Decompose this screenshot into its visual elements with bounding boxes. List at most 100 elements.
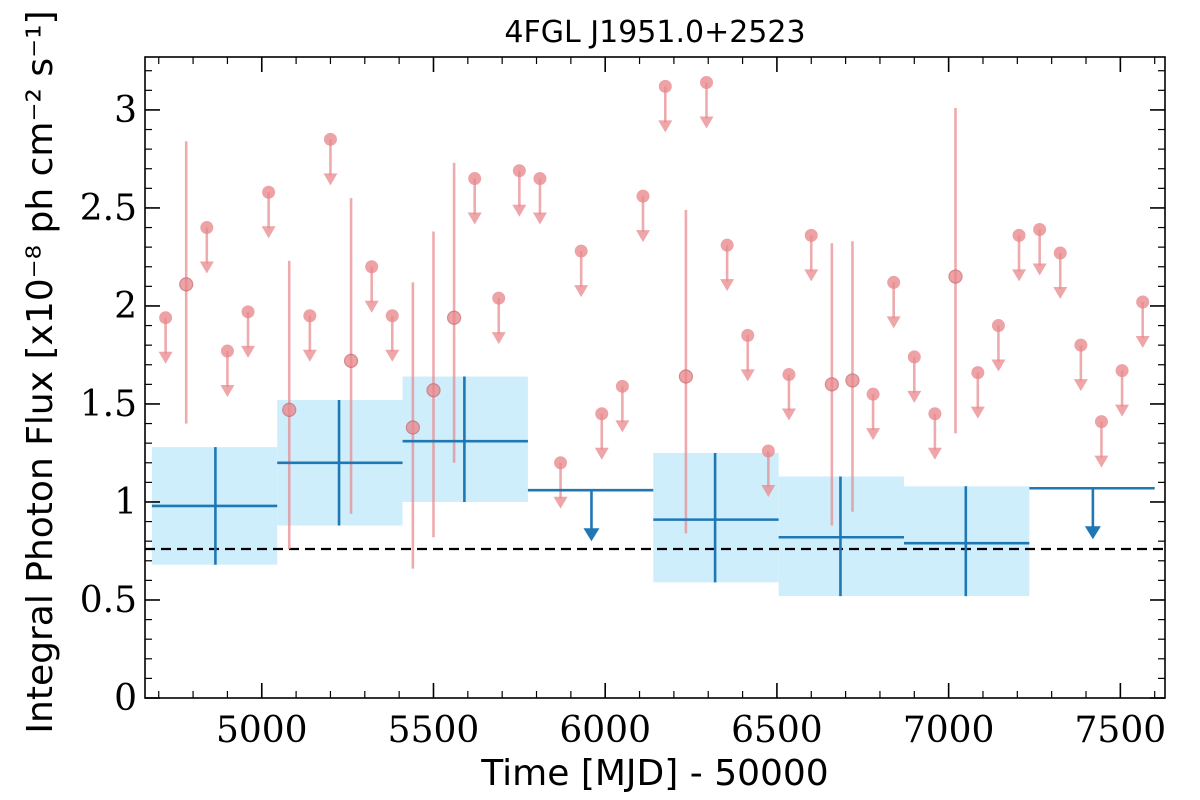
short-bin-arrowhead: [907, 390, 922, 403]
short-bin-point: [179, 277, 194, 292]
short-bin-arrowhead: [699, 116, 714, 129]
short-bin-point: [907, 350, 921, 364]
short-bin-arrowhead: [220, 385, 235, 398]
short-bin-arrowhead: [761, 485, 776, 498]
x-tick-label: 6000: [559, 710, 651, 751]
short-bin-point: [845, 373, 860, 388]
short-bin-point: [385, 309, 399, 323]
short-bin-point: [700, 75, 714, 89]
short-bin-arrowhead: [491, 332, 506, 345]
y-tick-label: 0.5: [80, 580, 137, 621]
short-bin-point: [991, 319, 1005, 333]
short-bin-point: [492, 291, 506, 305]
short-bin-arrowhead: [532, 212, 547, 225]
short-bin-point: [761, 444, 775, 458]
short-bin-point: [426, 383, 441, 398]
short-bin-point: [636, 189, 650, 203]
y-tick-label: 1.5: [80, 384, 137, 425]
short-bin-point: [365, 260, 379, 274]
short-bin-arrowhead: [261, 226, 276, 239]
short-bin-point: [241, 305, 255, 319]
short-bin-arrowhead: [199, 261, 214, 274]
short-bin-points: [158, 75, 1150, 569]
x-tick-label: 5000: [216, 710, 308, 751]
short-bin-point: [741, 328, 755, 342]
short-bin-point: [468, 172, 482, 186]
x-tick-label: 7500: [1075, 710, 1167, 751]
short-bin-point: [615, 379, 629, 393]
short-bin-point: [678, 369, 694, 384]
short-bin-point: [1136, 295, 1150, 309]
short-bin-point: [971, 366, 985, 380]
short-bin-point: [200, 221, 214, 235]
x-tick-label: 5500: [388, 710, 480, 751]
short-bin-point: [928, 407, 942, 421]
short-bin-point: [1074, 338, 1088, 352]
short-bin-arrowhead: [720, 279, 735, 292]
short-bin-point: [1094, 415, 1108, 429]
long-bin-arrowhead: [1084, 526, 1101, 540]
x-tick-label: 6500: [731, 710, 823, 751]
short-bin-point: [1033, 223, 1047, 237]
short-bin-arrowhead: [1115, 404, 1130, 417]
short-bin-point: [720, 238, 734, 252]
short-bin-arrowhead: [553, 496, 568, 509]
y-tick-label: 1: [114, 482, 137, 523]
short-bin-point: [948, 269, 963, 284]
x-axis-label: Time [MJD] - 50000: [480, 753, 828, 794]
short-bin-point: [220, 344, 234, 358]
y-tick-label: 0: [114, 678, 137, 719]
short-bin-point: [343, 353, 359, 368]
short-bin-arrowhead: [635, 230, 650, 243]
long-bin-arrowhead: [583, 528, 600, 542]
short-bin-arrowhead: [740, 369, 755, 382]
y-axis-label: Integral Photon Flux [x10⁻⁸ ph cm⁻² s⁻¹]: [20, 10, 61, 733]
short-bin-arrowhead: [970, 406, 985, 419]
short-bin-point: [824, 377, 839, 392]
long-bin-points: [151, 376, 1155, 597]
short-bin-point: [866, 387, 880, 401]
chart-title: 4FGL J1951.0+2523: [504, 15, 805, 50]
y-tick-label: 2: [114, 286, 137, 327]
short-bin-arrowhead: [364, 300, 379, 313]
short-bin-arrowhead: [991, 359, 1006, 372]
short-bin-arrowhead: [866, 428, 881, 441]
short-bin-arrowhead: [927, 447, 942, 460]
short-bin-point: [405, 420, 420, 435]
short-bin-point: [533, 172, 547, 186]
short-bin-point: [323, 132, 337, 146]
short-bin-arrowhead: [804, 269, 819, 282]
x-tick-label: 7000: [903, 710, 995, 751]
short-bin-arrowhead: [1094, 455, 1109, 468]
short-bin-arrowhead: [781, 408, 796, 421]
short-bin-point: [595, 407, 609, 421]
short-bin-arrowhead: [886, 316, 901, 329]
short-bin-arrowhead: [241, 345, 256, 358]
short-bin-arrowhead: [1032, 263, 1047, 276]
short-bin-point: [159, 311, 173, 325]
short-bin-point: [658, 79, 672, 93]
short-bin-point: [804, 228, 818, 242]
short-bin-arrowhead: [1135, 336, 1150, 349]
short-bin-arrowhead: [1053, 287, 1068, 300]
short-bin-point: [282, 402, 297, 417]
short-bin-arrowhead: [615, 420, 630, 433]
short-bin-arrowhead: [158, 351, 173, 364]
short-bin-arrowhead: [1073, 379, 1088, 392]
short-bin-point: [554, 456, 568, 470]
short-bin-arrowhead: [1012, 269, 1027, 282]
short-bin-point: [446, 310, 462, 325]
y-tick-label: 2.5: [80, 188, 137, 229]
plot-frame: [144, 56, 1166, 699]
short-bin-point: [1012, 228, 1026, 242]
short-bin-point: [512, 164, 526, 178]
short-bin-arrowhead: [467, 212, 482, 225]
short-bin-arrowhead: [574, 285, 589, 298]
short-bin-point: [1053, 246, 1067, 260]
y-tick-label: 3: [114, 90, 137, 131]
short-bin-arrowhead: [594, 447, 609, 460]
short-bin-point: [262, 185, 276, 199]
short-bin-arrowhead: [302, 349, 317, 362]
short-bin-point: [574, 244, 588, 258]
